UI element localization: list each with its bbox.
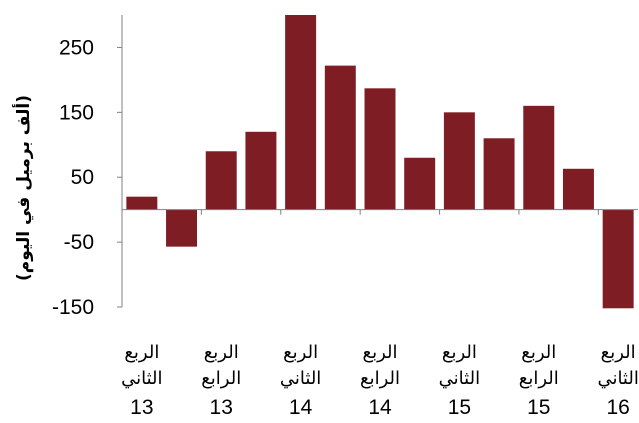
y-axis-label: (ألف برميل في اليوم) <box>12 95 34 281</box>
x-category-label-line: الربع <box>362 342 397 363</box>
x-axis <box>121 209 638 215</box>
bars <box>126 15 634 309</box>
x-category-label: الربع الرابع 14 <box>360 342 400 419</box>
y-tick-label: -50 <box>64 231 94 254</box>
x-category-label-line: 13 <box>130 396 153 419</box>
x-category-label-line: الربع <box>442 342 477 363</box>
x-category-label-line: 15 <box>448 396 471 419</box>
x-category-label-line: الثاني <box>439 368 480 389</box>
y-tick-label: 150 <box>59 101 94 124</box>
bar <box>562 168 594 210</box>
bar <box>245 131 277 210</box>
y-tick-label: 250 <box>59 36 94 59</box>
x-category-label-line: 14 <box>368 396 392 419</box>
x-category-label: الربع الثاني 15 <box>439 342 480 419</box>
bar <box>126 196 158 210</box>
x-category-label-line: 15 <box>527 396 550 419</box>
x-category-label-line: الثاني <box>597 368 638 389</box>
x-category-label: الربع الرابع 13 <box>201 342 241 419</box>
x-category-label-line: الثاني <box>121 368 162 389</box>
bar <box>364 88 396 210</box>
x-category-label-line: الربع <box>204 342 239 363</box>
x-category-label-line: الربع <box>601 342 636 363</box>
x-category-label-line: الربع <box>283 342 318 363</box>
y-tick-label: -150 <box>52 296 94 319</box>
x-category-label-line: الرابع <box>519 368 559 389</box>
bar <box>602 209 634 309</box>
x-category-label: الربع الثاني 13 <box>121 342 162 419</box>
bar <box>443 112 475 210</box>
bar <box>324 65 356 210</box>
bar <box>523 105 555 210</box>
x-category-label-line: 13 <box>210 396 233 419</box>
x-category-label-line: الربع <box>521 342 556 363</box>
bar <box>166 209 198 247</box>
x-category-label-line: الرابع <box>360 368 400 389</box>
x-category-label-line: 16 <box>606 396 629 419</box>
x-category-label-line: الرابع <box>201 368 241 389</box>
x-category-labels: الربعالثاني13الربعالرابع13الربعالثاني14ا… <box>121 342 639 419</box>
x-category-label-line: الربع <box>124 342 159 363</box>
x-category-label: الربع الثاني 14 <box>280 342 321 419</box>
bar <box>285 15 317 210</box>
bar <box>404 157 436 210</box>
bar <box>205 151 237 210</box>
y-tick-label: 50 <box>71 166 94 189</box>
x-category-label: الربع الثاني 16 <box>597 342 638 419</box>
x-category-label-line: 14 <box>289 396 313 419</box>
x-category-label-line: الثاني <box>280 368 321 389</box>
y-tick-labels: 250 150 50 -50 -150 <box>52 36 94 319</box>
bar <box>483 138 515 210</box>
x-category-label: الربع الرابع 15 <box>519 342 559 419</box>
y-axis <box>117 15 123 308</box>
